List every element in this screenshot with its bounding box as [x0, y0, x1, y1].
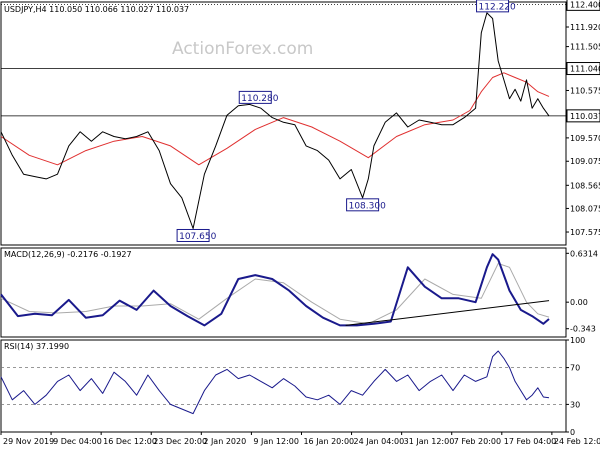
price-level-box	[566, 109, 600, 123]
macd-tick-label: -0.343	[570, 325, 596, 334]
rsi-tick-label: 30	[570, 400, 580, 409]
watermark: ActionForex.com	[172, 39, 313, 59]
x-tick-label: 7 Feb 20:00	[454, 437, 501, 446]
price-tick-label: 110.037	[570, 112, 600, 121]
price-annotation-box	[346, 198, 380, 212]
price-line	[0, 12, 550, 229]
x-tick-label: 16 Dec 12:00	[103, 437, 157, 446]
price-header: USDJPY,H4 110.050 110.066 110.027 110.03…	[4, 5, 189, 14]
x-tick-label: 9 Jan 12:00	[253, 437, 299, 446]
rsi-line	[0, 350, 550, 415]
macd-tick-label: 0.00	[570, 298, 588, 307]
price-level-box	[566, 62, 600, 76]
macd-tick-label: 0.6314	[570, 249, 598, 258]
x-tick-label: 24 Jan 04:00	[354, 437, 405, 446]
price-tick-label: 109.075	[570, 157, 600, 166]
price-tick-label: 111.040	[570, 65, 600, 74]
price-tick-label: 108.565	[570, 181, 600, 190]
macd-header: MACD(12,26,9) -0.2176 -0.1927	[4, 250, 132, 259]
price-tick-label: 111.505	[570, 43, 600, 52]
x-tick-label: 2 Jan 2020	[203, 437, 246, 446]
rsi-tick-label: 100	[570, 336, 585, 345]
price-annotation-label: 112.220	[479, 2, 516, 12]
rsi-header: RSI(14) 37.1990	[4, 342, 69, 351]
macd-signal-line	[0, 263, 550, 325]
price-annotation-box	[176, 228, 210, 242]
price-annotation-label: 110.280	[241, 94, 278, 104]
x-tick-label: 29 Nov 2019	[3, 437, 54, 446]
x-tick-label: 9 Dec 04:00	[53, 437, 102, 446]
rsi-tick-label: 0	[570, 428, 575, 437]
price-level-box	[566, 0, 600, 11]
price-tick-label: 109.570	[570, 134, 600, 143]
price-panel-frame	[0, 1, 567, 246]
price-annotation-label: 107.650	[179, 232, 216, 242]
price-tick-label: 107.575	[570, 228, 600, 237]
x-tick-label: 31 Jan 12:00	[404, 437, 455, 446]
macd-panel-frame	[0, 247, 567, 338]
price-ma-line	[0, 72, 550, 166]
macd-line	[0, 253, 550, 327]
rsi-tick-label: 70	[570, 364, 580, 373]
price-tick-label: 110.575	[570, 86, 600, 95]
x-tick-label: 16 Jan 20:00	[303, 437, 354, 446]
price-annotation-box	[238, 90, 272, 104]
x-tick-label: 17 Feb 04:00	[504, 437, 556, 446]
price-tick-label: 108.075	[570, 204, 600, 213]
price-tick-label: 112.400	[570, 0, 600, 9]
price-annotation-box	[476, 0, 510, 13]
x-tick-label: 23 Dec 20:00	[153, 437, 207, 446]
rsi-panel-frame	[0, 339, 567, 433]
price-annotation-label: 108.300	[349, 201, 386, 211]
price-tick-label: 111.920	[570, 23, 600, 32]
x-tick-label: 24 Feb 12:00	[554, 437, 600, 446]
macd-trendline	[345, 300, 550, 326]
